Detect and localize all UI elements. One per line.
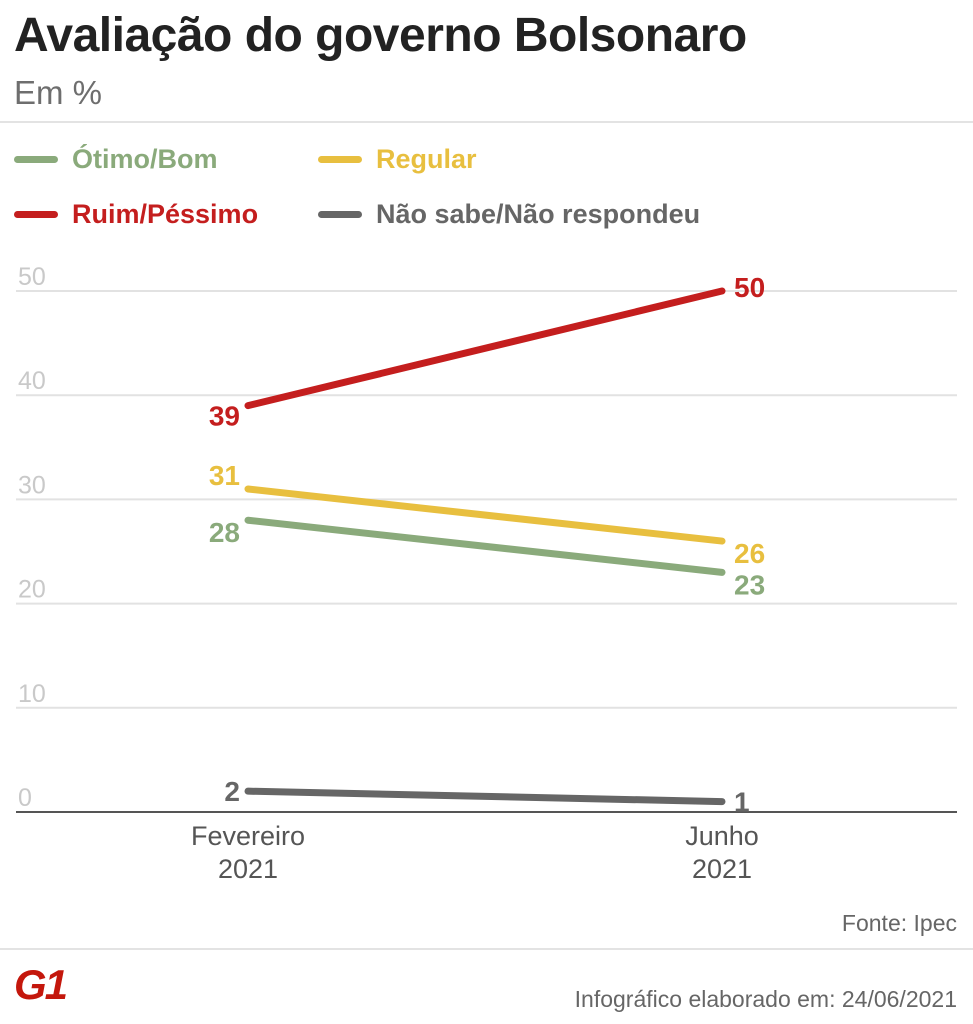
y-tick-label: 10: [18, 680, 46, 708]
credit-note: Infográfico elaborado em: 24/06/2021: [574, 986, 957, 1012]
legend-label: Ruim/Péssimo: [72, 199, 259, 229]
source-note: Fonte: Ipec: [841, 910, 957, 936]
legend-label: Regular: [376, 144, 477, 174]
g1-logo: G1: [14, 962, 69, 1004]
series-line: [244, 516, 726, 576]
svg-text:G1: G1: [14, 962, 67, 1004]
data-label: 1: [734, 787, 750, 818]
x-tick-label: Junho: [685, 821, 759, 851]
data-label: 39: [209, 401, 240, 432]
legend-swatch: [318, 211, 362, 218]
series-line: [244, 787, 726, 806]
data-label: 31: [209, 460, 240, 491]
y-tick-label: 20: [18, 576, 46, 604]
series-line: [244, 287, 726, 410]
y-tick-label: 40: [18, 367, 46, 395]
legend-label: Ótimo/Bom: [72, 144, 218, 174]
x-tick-label: Fevereiro: [191, 821, 305, 851]
chart-title: Avaliação do governo Bolsonaro: [14, 9, 747, 62]
legend-item-otimo-bom: Ótimo/Bom: [14, 144, 218, 175]
legend-swatch: [14, 211, 58, 218]
legend-swatch: [318, 156, 362, 163]
legend-item-ruim-pessimo: Ruim/Péssimo: [14, 199, 258, 230]
line-chart: 01020304050Fevereiro2021Junho20212823312…: [16, 263, 957, 884]
header-divider: [0, 121, 973, 123]
x-tick-label: 2021: [692, 854, 752, 884]
data-label: 26: [734, 538, 765, 569]
legend-label: Não sabe/Não respondeu: [376, 199, 701, 229]
data-label: 2: [224, 776, 240, 807]
data-label: 23: [734, 569, 765, 600]
y-tick-label: 50: [18, 263, 46, 291]
y-tick-label: 30: [18, 471, 46, 499]
data-label: 50: [734, 272, 765, 303]
legend-item-nao-sabe: Não sabe/Não respondeu: [318, 199, 700, 230]
chart-subtitle: Em %: [14, 74, 103, 111]
footer-divider: [0, 948, 973, 950]
data-label: 28: [209, 517, 240, 548]
legend-item-regular: Regular: [318, 144, 477, 175]
legend-swatch: [14, 156, 58, 163]
y-tick-label: 0: [18, 784, 32, 812]
x-tick-label: 2021: [218, 854, 278, 884]
series-line: [244, 485, 726, 545]
